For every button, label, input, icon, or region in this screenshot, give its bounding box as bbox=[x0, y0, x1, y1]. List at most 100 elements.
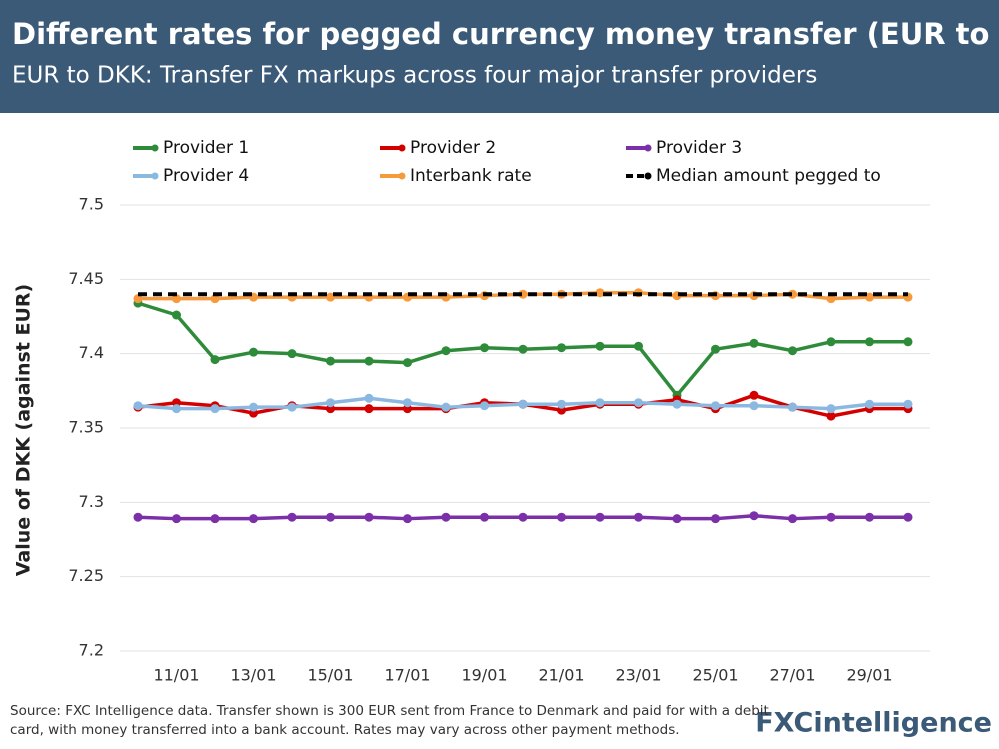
data-point bbox=[287, 349, 297, 359]
data-point bbox=[634, 341, 643, 351]
data-point bbox=[364, 393, 374, 403]
data-point bbox=[749, 511, 759, 521]
data-point bbox=[826, 337, 836, 347]
data-point bbox=[865, 512, 874, 522]
data-point bbox=[287, 512, 297, 522]
y-tick-label: 7.35 bbox=[68, 418, 104, 437]
x-tick-label: 13/01 bbox=[230, 666, 276, 685]
data-point bbox=[364, 404, 374, 414]
data-point bbox=[749, 401, 759, 411]
legend-label: Median amount pegged to bbox=[656, 166, 881, 186]
data-point bbox=[210, 294, 220, 304]
data-point bbox=[903, 399, 913, 409]
data-point bbox=[865, 399, 874, 409]
data-point bbox=[403, 514, 412, 524]
y-tick-label: 7.2 bbox=[79, 641, 104, 660]
legend-dot bbox=[644, 144, 652, 152]
data-point bbox=[672, 399, 682, 409]
data-point bbox=[903, 337, 913, 347]
x-tick-label: 17/01 bbox=[384, 666, 430, 685]
data-point bbox=[826, 404, 836, 414]
y-tick-label: 7.5 bbox=[79, 195, 104, 214]
x-tick-label: 27/01 bbox=[769, 666, 815, 685]
data-point bbox=[326, 512, 335, 522]
data-point bbox=[518, 289, 528, 299]
data-point bbox=[826, 294, 836, 304]
y-tick-label: 7.25 bbox=[68, 566, 104, 585]
data-point bbox=[634, 512, 643, 522]
legend-label: Provider 4 bbox=[163, 166, 249, 186]
data-point bbox=[826, 411, 836, 421]
y-tick-label: 7.45 bbox=[68, 269, 104, 288]
data-point bbox=[903, 512, 913, 522]
data-point bbox=[441, 512, 451, 522]
data-point bbox=[711, 344, 720, 354]
data-point bbox=[210, 355, 220, 365]
chart-title: Different rates for pegged currency mone… bbox=[12, 17, 999, 51]
data-point bbox=[210, 404, 220, 414]
data-point bbox=[518, 399, 528, 409]
data-point bbox=[711, 401, 720, 411]
data-point bbox=[403, 358, 412, 368]
data-point bbox=[518, 512, 528, 522]
source-note: Source: FXC Intelligence data. Transfer … bbox=[10, 703, 769, 738]
data-point bbox=[480, 401, 489, 411]
data-point bbox=[249, 402, 258, 412]
data-point bbox=[595, 512, 605, 522]
data-point bbox=[441, 402, 451, 412]
y-tick-label: 7.4 bbox=[79, 343, 104, 362]
data-point bbox=[788, 402, 797, 412]
data-point bbox=[595, 341, 605, 351]
data-point bbox=[172, 310, 181, 320]
x-tick-label: 23/01 bbox=[615, 666, 661, 685]
y-axis-label: Value of DKK (against EUR) bbox=[13, 284, 35, 577]
data-point bbox=[364, 512, 374, 522]
data-point bbox=[210, 514, 220, 524]
data-point bbox=[441, 346, 451, 356]
legend-dot bbox=[644, 172, 652, 180]
legend-dot bbox=[398, 144, 406, 152]
data-point bbox=[403, 398, 412, 408]
data-point bbox=[133, 401, 143, 411]
data-point bbox=[326, 356, 335, 366]
data-point bbox=[788, 514, 797, 524]
x-tick-label: 11/01 bbox=[153, 666, 199, 685]
y-tick-label: 7.3 bbox=[79, 492, 104, 511]
data-point bbox=[634, 398, 643, 408]
data-point bbox=[480, 512, 489, 522]
logo: FXCintelligence bbox=[755, 708, 992, 739]
data-point bbox=[595, 288, 605, 298]
chart-subtitle: EUR to DKK: Transfer FX markups across f… bbox=[12, 63, 817, 89]
data-point bbox=[749, 338, 759, 348]
x-tick-label: 29/01 bbox=[846, 666, 892, 685]
x-tick-label: 15/01 bbox=[307, 666, 353, 685]
legend-dot bbox=[151, 144, 159, 152]
data-point bbox=[788, 289, 797, 299]
data-point bbox=[172, 514, 181, 524]
data-point bbox=[826, 512, 836, 522]
data-point bbox=[595, 398, 605, 408]
x-tick-label: 19/01 bbox=[461, 666, 507, 685]
legend-dot bbox=[151, 172, 159, 180]
data-point bbox=[749, 390, 759, 400]
data-point bbox=[172, 294, 181, 304]
legend-label: Interbank rate bbox=[410, 166, 532, 186]
legend-label: Provider 1 bbox=[163, 138, 249, 158]
data-point bbox=[172, 404, 181, 414]
data-point bbox=[364, 356, 374, 366]
data-point bbox=[518, 344, 528, 354]
data-point bbox=[788, 346, 797, 356]
data-point bbox=[480, 343, 489, 353]
data-point bbox=[711, 514, 720, 524]
data-point bbox=[865, 292, 874, 302]
x-tick-label: 25/01 bbox=[692, 666, 738, 685]
data-point bbox=[557, 399, 566, 409]
legend-dot bbox=[398, 172, 406, 180]
data-point bbox=[326, 292, 335, 302]
data-point bbox=[865, 337, 874, 347]
data-point bbox=[672, 514, 682, 524]
data-point bbox=[557, 343, 566, 353]
data-point bbox=[557, 512, 566, 522]
